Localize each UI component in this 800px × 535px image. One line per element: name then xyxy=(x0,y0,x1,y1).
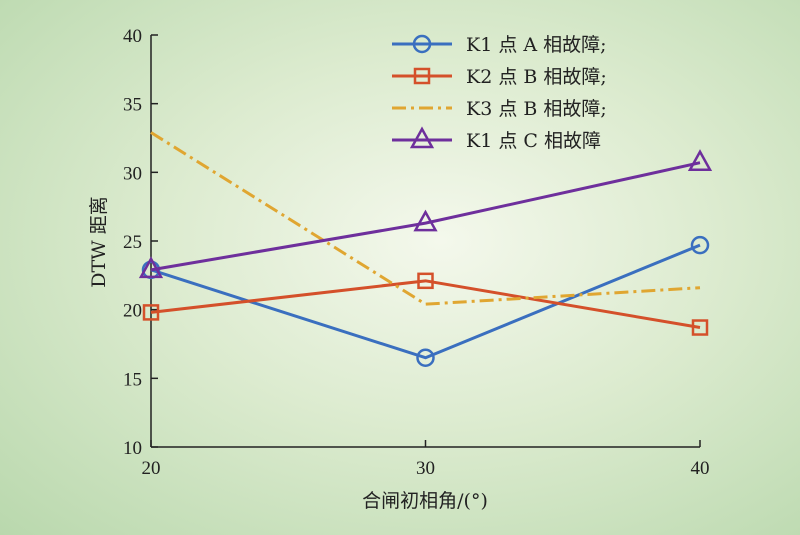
square-marker xyxy=(142,304,160,321)
triangle-marker xyxy=(687,149,713,171)
series-3 xyxy=(150,131,701,306)
data-point xyxy=(417,272,434,290)
legend-item: K2 点 B 相故障; xyxy=(392,66,607,88)
y-tick-label: 30 xyxy=(123,163,142,184)
legend-item: K1 点 C 相故障 xyxy=(392,126,601,152)
y-tick-label: 35 xyxy=(123,95,142,116)
legend-label: K1 点 C 相故障 xyxy=(466,130,601,152)
series-line xyxy=(150,279,701,329)
x-tick-label: 40 xyxy=(691,458,710,479)
circle-marker xyxy=(690,235,710,255)
y-axis-title: DTW 距离 xyxy=(88,196,110,287)
legend-item: K3 点 B 相故障; xyxy=(392,98,607,120)
data-point xyxy=(687,149,713,171)
series-2 xyxy=(142,272,709,336)
triangle-marker xyxy=(138,256,164,279)
circle-marker xyxy=(416,348,435,367)
legend-label: K1 点 A 相故障; xyxy=(466,34,607,56)
data-point xyxy=(138,256,164,279)
y-tick-label: 10 xyxy=(123,438,142,459)
series-4 xyxy=(138,149,713,279)
legend-label: K3 点 B 相故障; xyxy=(466,98,607,120)
legend-item: K1 点 A 相故障; xyxy=(392,34,607,56)
series-line xyxy=(150,131,701,306)
square-marker xyxy=(691,319,709,336)
x-ticks: 20 30 40 xyxy=(142,440,710,479)
legend: K1 点 A 相故障; K2 点 B 相故障; K3 点 B 相故障; K1 点 C … xyxy=(392,34,607,152)
y-tick-label: 25 xyxy=(123,232,142,253)
axes xyxy=(150,35,700,448)
series-line xyxy=(150,243,701,360)
x-axis-title: 合闸初相角/(°) xyxy=(362,490,488,512)
data-point xyxy=(142,304,160,321)
data-point xyxy=(416,348,435,367)
series-layer xyxy=(138,131,713,367)
legend-label: K2 点 B 相故障; xyxy=(466,66,607,88)
square-marker xyxy=(417,272,434,290)
triangle-marker xyxy=(413,209,438,232)
x-tick-label: 20 xyxy=(142,458,161,479)
y-ticks: 10 15 20 25 30 35 40 xyxy=(123,26,158,459)
data-point xyxy=(691,319,709,336)
x-tick-label: 30 xyxy=(416,458,435,479)
square-marker xyxy=(413,67,431,85)
triangle-marker xyxy=(409,126,435,149)
data-point xyxy=(413,209,438,232)
y-tick-label: 40 xyxy=(123,26,142,47)
circle-marker xyxy=(412,34,432,54)
y-tick-label: 20 xyxy=(123,301,142,322)
data-point xyxy=(690,235,710,255)
series-line xyxy=(150,161,701,272)
y-tick-label: 15 xyxy=(123,369,142,390)
